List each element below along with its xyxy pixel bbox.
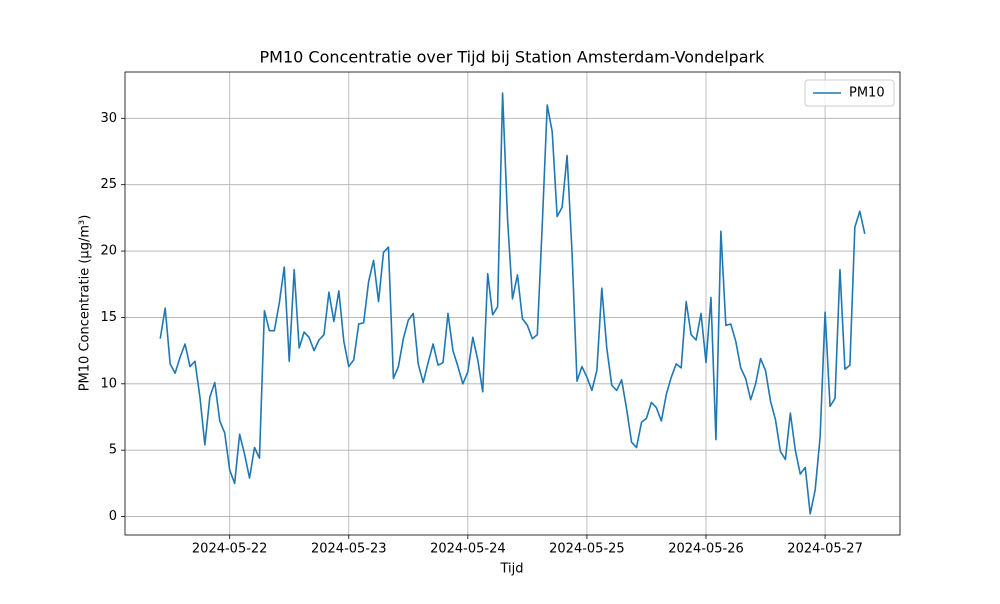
data-line bbox=[159, 92, 866, 515]
y-tick-label: 5 bbox=[109, 443, 117, 458]
y-tick-label: 15 bbox=[100, 310, 117, 325]
y-tick-label: 10 bbox=[100, 376, 117, 391]
x-axis-label: Tijd bbox=[499, 562, 523, 577]
y-axis-label: PM10 Concentratie (µg/m³) bbox=[78, 215, 93, 392]
chart-title: PM10 Concentratie over Tijd bij Station … bbox=[260, 48, 766, 67]
x-tick-label: 2024-05-27 bbox=[787, 542, 863, 557]
legend-label: PM10 bbox=[849, 86, 885, 101]
x-tick-label: 2024-05-26 bbox=[668, 542, 744, 557]
y-tick-label: 30 bbox=[100, 111, 117, 126]
y-tick-label: 20 bbox=[100, 244, 117, 259]
x-tick-label: 2024-05-25 bbox=[549, 542, 625, 557]
y-tick-label: 25 bbox=[100, 177, 117, 192]
x-tick-label: 2024-05-24 bbox=[430, 542, 506, 557]
y-tick-label: 0 bbox=[109, 509, 117, 524]
legend: PM10 bbox=[804, 79, 895, 107]
x-tick-label: 2024-05-23 bbox=[311, 542, 387, 557]
x-tick-label: 2024-05-22 bbox=[192, 542, 268, 557]
legend-box bbox=[804, 79, 895, 107]
axes-frame bbox=[124, 71, 901, 536]
